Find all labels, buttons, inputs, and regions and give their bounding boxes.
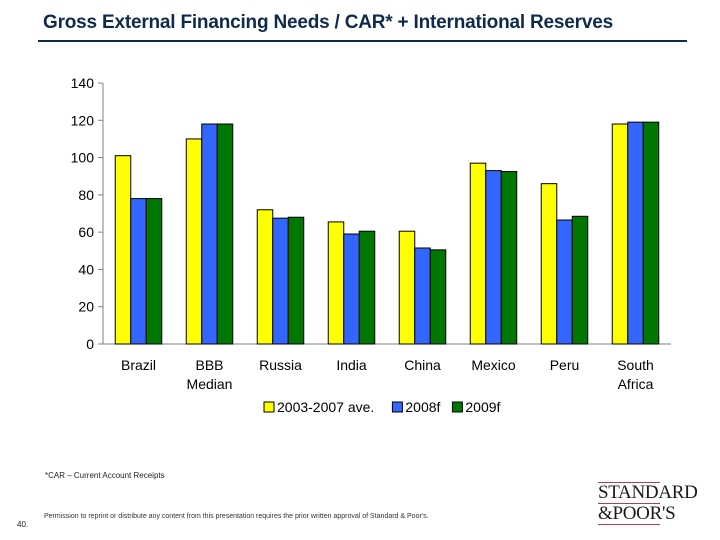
x-tick-label-line: India: [336, 357, 367, 373]
x-tick-label-line: Peru: [550, 357, 580, 373]
page-number: 40.: [17, 520, 29, 529]
x-tick-label-line: Mexico: [471, 357, 516, 373]
bar-2009f: [145, 198, 163, 345]
y-tick-label: 20: [78, 299, 94, 315]
x-tick-label: BBB Median: [187, 357, 233, 392]
bar-2009f: [429, 249, 447, 345]
legend-swatch: [451, 401, 463, 413]
x-tick-label-line: Brazil: [121, 357, 156, 373]
page-title: Gross External Financing Needs / CAR* + …: [43, 12, 613, 33]
x-tick-label: China: [404, 357, 441, 373]
legend-label: 2003-2007 ave.: [277, 399, 374, 415]
bar-2003-2007-ave-: [398, 230, 416, 345]
bar-2003-2007-ave-: [540, 183, 558, 345]
x-tick-label: Peru: [550, 357, 580, 373]
permission-notice: Permission to reprint or distribute any …: [44, 513, 429, 520]
bar-2008f: [201, 123, 218, 345]
x-tick-label: Brazil: [121, 357, 156, 373]
x-tick-label-line: China: [404, 357, 441, 373]
legend-item: 2009f: [451, 399, 501, 415]
x-tick-label: Russia: [259, 357, 302, 373]
legend-label: 2009f: [465, 399, 500, 415]
title-underline: [38, 40, 687, 42]
logo-rule: [598, 503, 660, 504]
bar-2008f: [272, 217, 289, 345]
bar-2003-2007-ave-: [611, 123, 629, 345]
standard-and-poors-logo: STANDARD &POOR'S: [598, 482, 706, 525]
x-tick-label: Mexico: [471, 357, 516, 373]
legend-item: 2008f: [391, 399, 441, 415]
x-tick-label-line: Africa: [618, 376, 654, 392]
y-tick-label: 80: [78, 187, 94, 203]
bar-2003-2007-ave-: [469, 162, 487, 345]
y-tick-label: 120: [71, 112, 95, 128]
chart-legend: 2003-2007 ave. 2008f 2009f: [263, 399, 501, 415]
bar-2003-2007-ave-: [114, 155, 132, 345]
legend-swatch: [391, 401, 403, 413]
bar-2008f: [627, 121, 644, 345]
bar-2003-2007-ave-: [256, 209, 274, 345]
bar-2008f: [130, 198, 147, 345]
legend-swatch: [263, 401, 275, 413]
bar-2003-2007-ave-: [327, 221, 345, 345]
x-tick-label-line: Median: [187, 376, 233, 392]
chart-bars: [114, 121, 660, 345]
bar-2009f: [216, 123, 234, 345]
bar-2009f: [642, 121, 660, 345]
logo-text-line1: STANDARD: [598, 482, 698, 503]
logo-rule: [598, 482, 660, 483]
bar-2003-2007-ave-: [185, 138, 203, 345]
y-tick-label: 0: [86, 336, 94, 352]
x-tick-label-line: Russia: [259, 357, 302, 373]
x-tick-label: India: [336, 357, 367, 373]
bar-2008f: [343, 233, 360, 345]
x-tick-label-line: BBB: [195, 357, 223, 373]
x-tick-label-line: South: [617, 357, 654, 373]
bar-2009f: [500, 171, 518, 345]
logo-text-line2: &POOR'S: [598, 503, 676, 524]
bar-2008f: [556, 219, 573, 345]
bar-2009f: [358, 230, 376, 345]
y-tick-label: 60: [78, 224, 94, 240]
bar-2008f: [414, 247, 431, 345]
x-axis-labels: Brazil BBB Median Russia India China Mexico Per…: [121, 357, 654, 392]
bar-2009f: [287, 216, 305, 345]
bar-2009f: [571, 215, 589, 345]
legend-label: 2008f: [405, 399, 440, 415]
footnote: *CAR – Current Account Receipts: [45, 471, 165, 480]
bar-2008f: [485, 170, 502, 345]
x-tick-label: South Africa: [617, 357, 654, 392]
y-tick-label: 100: [71, 150, 95, 166]
logo-rule: [598, 524, 660, 525]
legend-item: 2003-2007 ave.: [263, 399, 374, 415]
y-tick-label: 140: [71, 75, 95, 91]
y-tick-label: 40: [78, 261, 94, 277]
